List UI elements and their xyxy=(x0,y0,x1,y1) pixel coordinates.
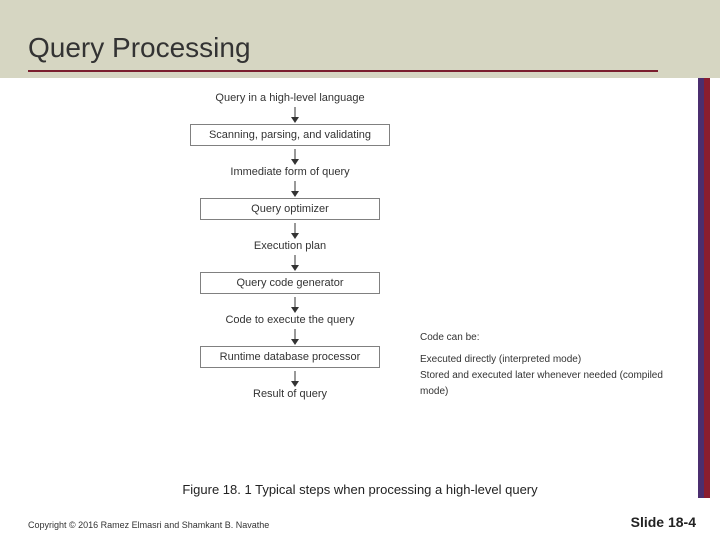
arrow-down-icon xyxy=(290,255,291,269)
arrow-down-icon xyxy=(290,329,291,343)
arrow-down-icon xyxy=(290,181,291,195)
sidenote-heading: Code can be: xyxy=(420,330,680,346)
page-title: Query Processing xyxy=(28,32,251,64)
flow-label: Execution plan xyxy=(254,240,326,252)
sidenote: Code can be: Executed directly (interpre… xyxy=(420,330,680,400)
flow-box: Scanning, parsing, and validating xyxy=(190,124,390,146)
flow-label: Query in a high-level language xyxy=(215,92,364,104)
title-underline xyxy=(28,70,658,72)
flowchart: Query in a high-level language Scanning, … xyxy=(140,90,440,402)
flow-label: Result of query xyxy=(253,388,327,400)
flow-label: Immediate form of query xyxy=(230,166,349,178)
arrow-down-icon xyxy=(290,371,291,385)
copyright: Copyright © 2016 Ramez Elmasri and Shamk… xyxy=(28,520,269,530)
flow-box: Query optimizer xyxy=(200,198,380,220)
arrow-down-icon xyxy=(290,149,291,163)
flow-box: Runtime database processor xyxy=(200,346,380,368)
flow-label: Code to execute the query xyxy=(225,314,354,326)
sidenote-line: Executed directly (interpreted mode) xyxy=(420,352,680,368)
header-band: Query Processing xyxy=(0,0,720,78)
accent-stripe-red xyxy=(704,78,710,498)
sidenote-line: Stored and executed later whenever neede… xyxy=(420,368,680,400)
arrow-down-icon xyxy=(290,107,291,121)
arrow-down-icon xyxy=(290,223,291,237)
figure-caption: Figure 18. 1 Typical steps when processi… xyxy=(0,482,720,497)
arrow-down-icon xyxy=(290,297,291,311)
slide-number: Slide 18-4 xyxy=(631,514,696,530)
flow-box: Query code generator xyxy=(200,272,380,294)
